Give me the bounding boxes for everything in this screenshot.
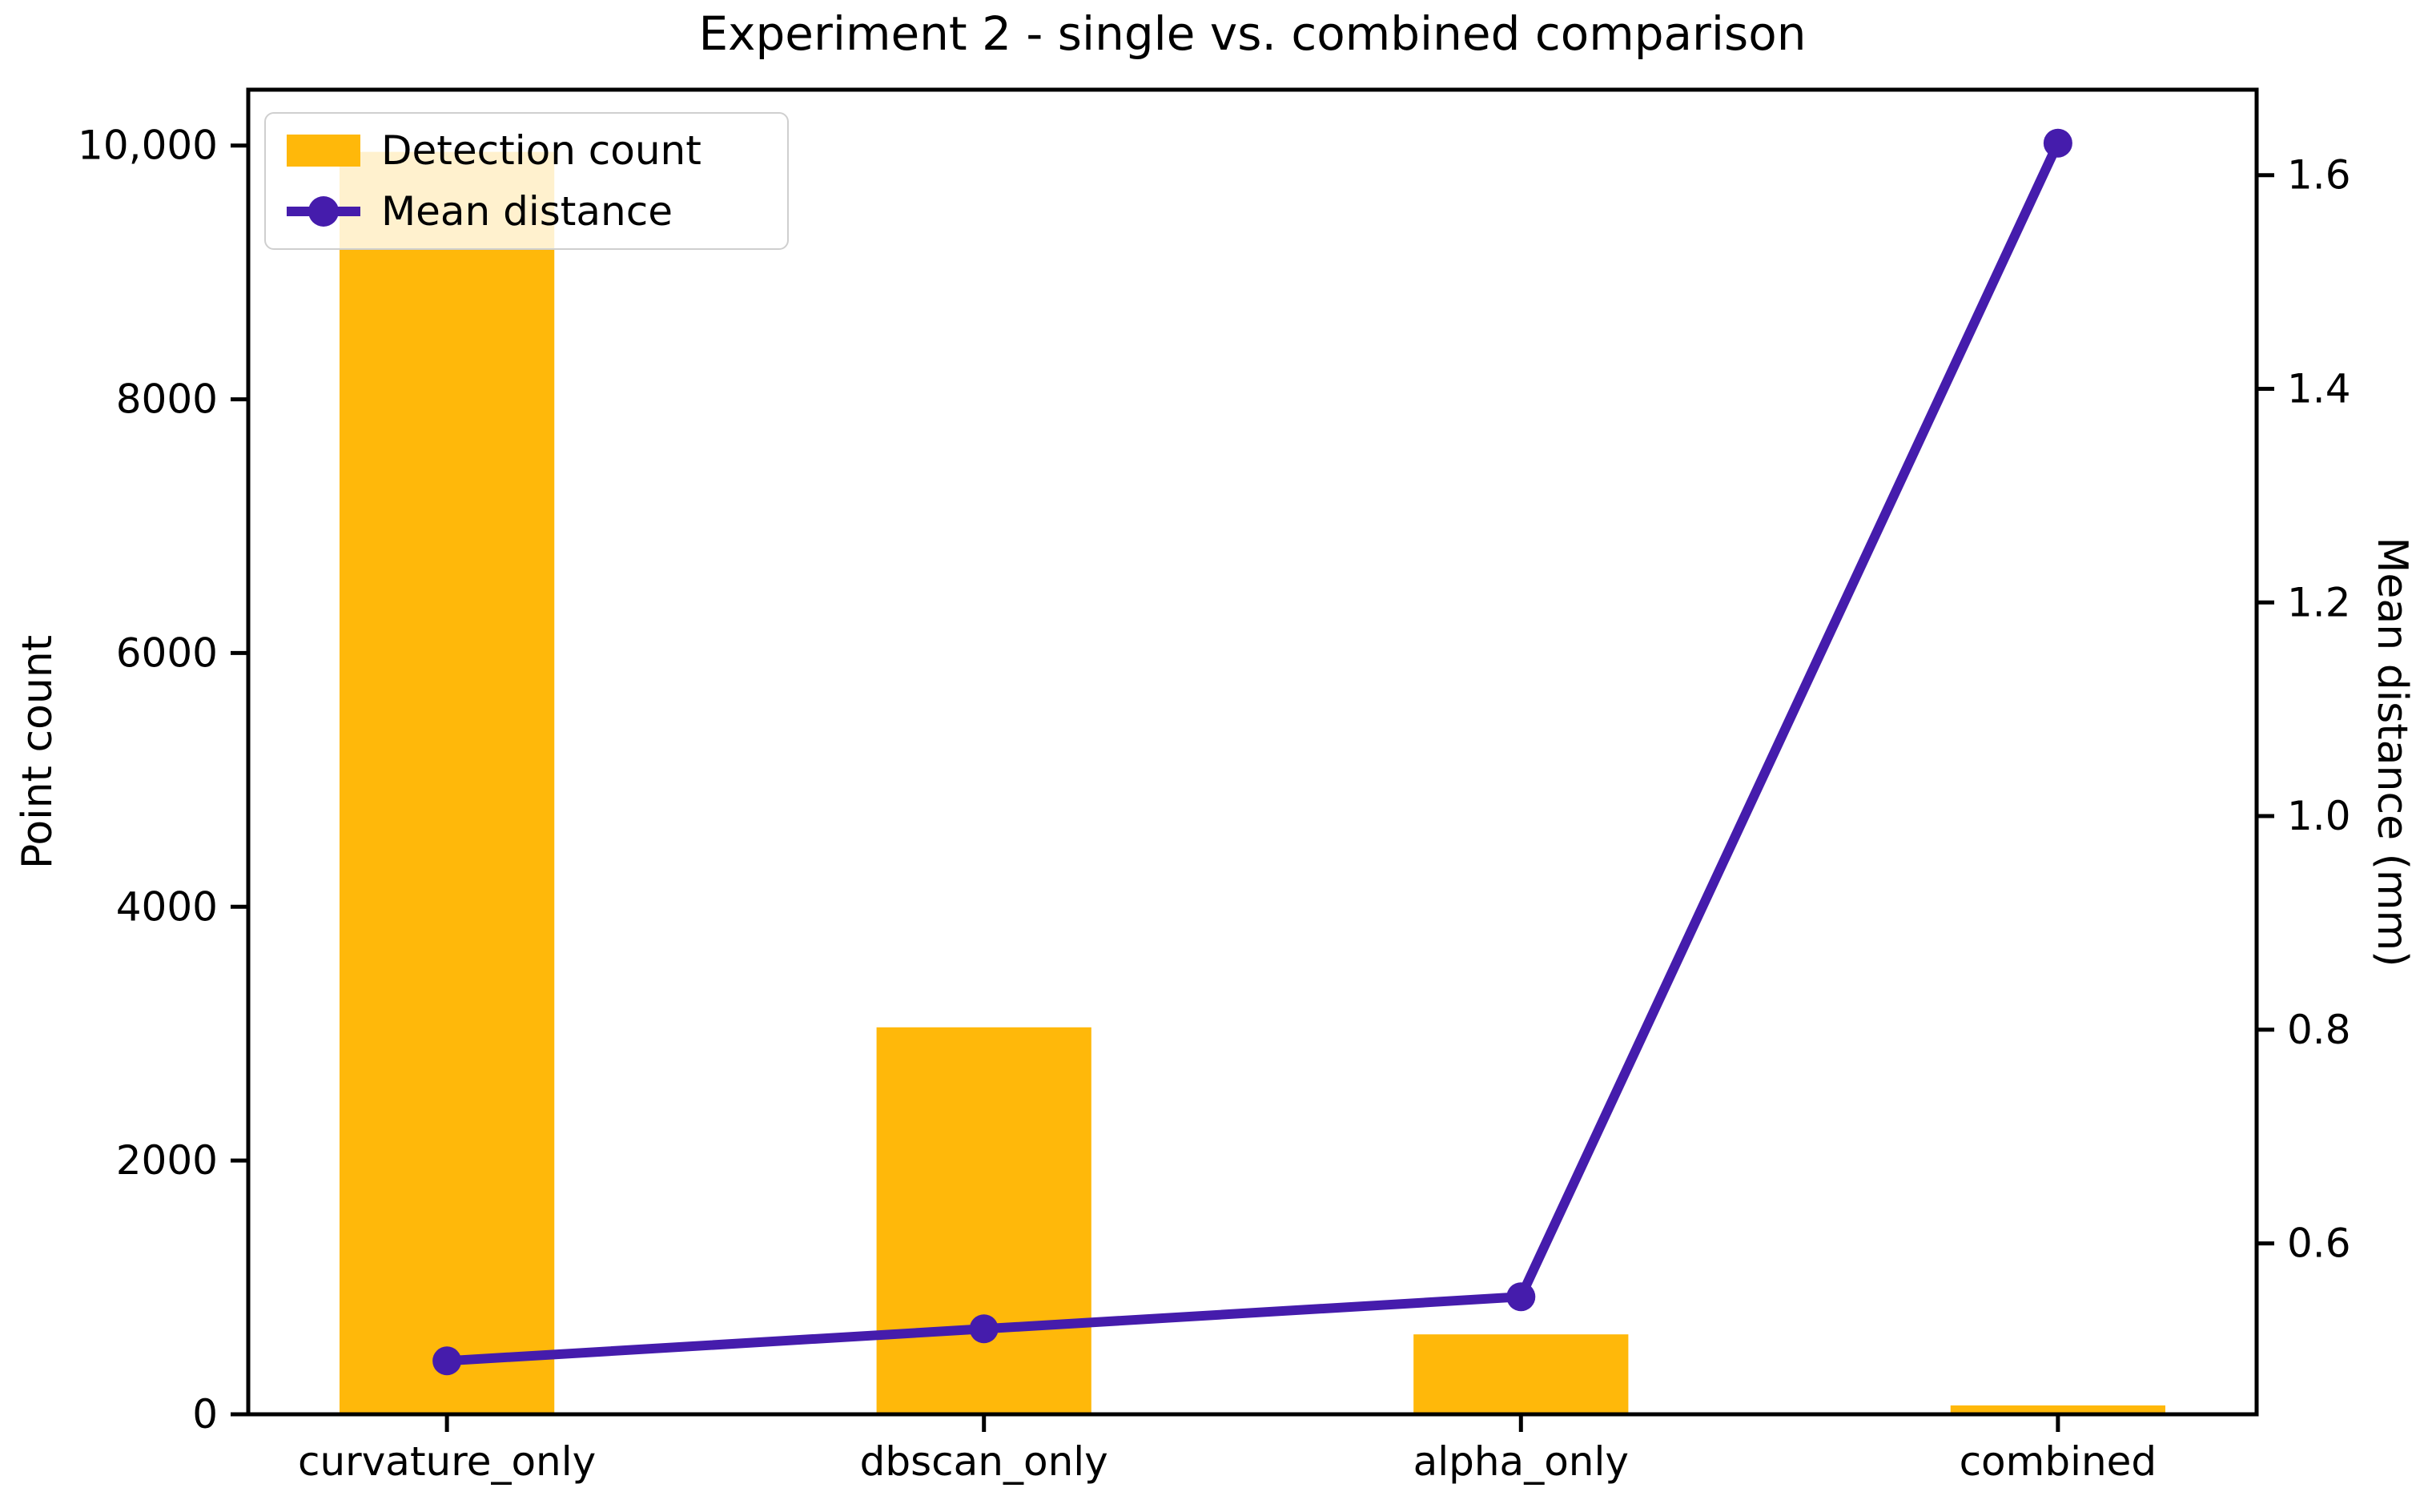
line-marker-curvature_only — [432, 1346, 462, 1376]
bar-dbscan_only — [876, 1027, 1091, 1414]
y-tick-label-right: 0.8 — [2287, 1007, 2351, 1053]
chart-title: Experiment 2 - single vs. combined compa… — [698, 6, 1807, 61]
x-tick-label-alpha_only: alpha_only — [1413, 1438, 1629, 1485]
legend-item-detection-count: Detection count — [287, 127, 787, 174]
legend-label-detection-count: Detection count — [381, 127, 701, 175]
line-marker-combined — [2043, 128, 2072, 158]
y-tick-label-left: 4000 — [116, 883, 218, 930]
legend-label-mean-distance: Mean distance — [381, 187, 673, 235]
line-series — [446, 141, 2063, 1366]
y-tick-label-right: 1.2 — [2287, 579, 2351, 625]
bar-curvature_only — [340, 151, 555, 1415]
y-tick-label-left: 10,000 — [78, 123, 218, 169]
legend-swatch-bar — [287, 135, 360, 167]
y-tick-label-left: 6000 — [116, 629, 218, 676]
x-tick-label-dbscan_only: dbscan_only — [860, 1438, 1108, 1485]
y-tick-label-left: 8000 — [116, 376, 218, 423]
legend-marker-dot-icon — [308, 195, 339, 227]
y-tick-label-left: 2000 — [116, 1137, 218, 1184]
y-tick-label-right: 1.6 — [2287, 152, 2351, 199]
x-tick-label-curvature_only: curvature_only — [298, 1438, 596, 1485]
y-tick-label-right: 0.6 — [2287, 1220, 2351, 1267]
legend-swatch-line — [287, 195, 360, 227]
y-tick-label-left: 0 — [192, 1391, 218, 1438]
legend: Detection count Mean distance — [264, 112, 789, 250]
line-marker-dbscan_only — [969, 1314, 999, 1344]
bar-combined — [1950, 1405, 2165, 1414]
x-tick-label-combined: combined — [1960, 1438, 2157, 1485]
y-tick-label-right: 1.4 — [2287, 365, 2351, 412]
y-tick-label-right: 1.0 — [2287, 793, 2351, 839]
legend-item-mean-distance: Mean distance — [287, 188, 787, 235]
plot-border — [246, 87, 2259, 1417]
line-marker-alpha_only — [1506, 1282, 1536, 1312]
bar-alpha_only — [1413, 1334, 1629, 1414]
